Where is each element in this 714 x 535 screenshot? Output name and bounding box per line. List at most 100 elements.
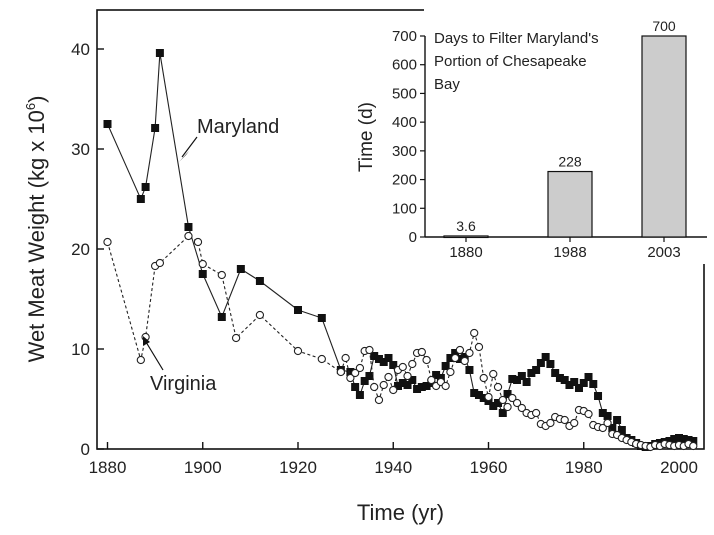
inset-y-tick-label: 100 — [392, 200, 417, 217]
data-point — [570, 418, 579, 428]
data-point — [370, 352, 379, 360]
data-point — [293, 346, 303, 356]
data-point — [579, 379, 588, 387]
data-point — [670, 435, 679, 443]
data-point — [522, 378, 531, 386]
data-point — [498, 395, 507, 405]
data-point — [603, 412, 612, 420]
data-point — [141, 183, 150, 191]
data-point — [355, 363, 365, 373]
data-point — [408, 359, 417, 369]
data-point — [193, 237, 203, 247]
data-point — [489, 369, 498, 379]
inset-bar — [641, 35, 687, 238]
data-point — [427, 375, 436, 385]
annotation-virginia: Virginia — [150, 373, 217, 395]
data-point — [417, 383, 426, 391]
inset-y-tick-label: 400 — [392, 114, 417, 131]
x-tick-label: 2000 — [660, 458, 698, 477]
data-point — [379, 358, 388, 366]
inset-bar — [547, 170, 593, 238]
data-point — [546, 418, 555, 428]
data-point — [603, 418, 612, 428]
x-tick-label: 1980 — [565, 458, 603, 477]
y-axis-title-main: Wet Meat Weight (kg x 10 — [24, 110, 49, 362]
annotation-arrow-virginia — [145, 341, 164, 371]
inset-y-tick-label: 700 — [392, 28, 417, 45]
data-point — [494, 399, 503, 407]
data-point — [398, 362, 407, 372]
data-point — [479, 373, 488, 383]
data-point — [451, 353, 460, 363]
data-point — [403, 371, 412, 381]
data-point — [374, 355, 383, 363]
data-point — [151, 124, 160, 132]
x-tick-label: 1880 — [89, 458, 127, 477]
data-point — [512, 398, 522, 408]
data-point — [474, 391, 483, 399]
data-point — [465, 366, 474, 374]
data-point — [351, 383, 360, 391]
data-point — [403, 381, 412, 389]
inset-y-tick-label: 200 — [392, 172, 417, 189]
data-point — [560, 376, 569, 384]
data-point — [574, 384, 583, 392]
data-point — [484, 392, 493, 402]
data-point — [565, 381, 574, 389]
data-point — [317, 314, 326, 322]
data-point — [446, 367, 455, 377]
data-point — [570, 378, 579, 386]
inset-title-line: Portion of Chesapeake — [434, 53, 587, 70]
y-tick-label: 0 — [81, 440, 90, 459]
data-point — [532, 366, 541, 374]
data-point — [355, 391, 364, 399]
annotation-arrowhead-virginia — [143, 336, 150, 346]
data-point — [184, 223, 193, 231]
data-point — [384, 354, 393, 362]
data-point — [255, 310, 265, 320]
inset-category-label: 2003 — [647, 244, 680, 261]
data-point — [217, 270, 226, 280]
y-tick-label: 20 — [71, 240, 90, 259]
y-tick-label: 40 — [71, 40, 90, 59]
data-point — [217, 313, 226, 321]
y-axis-title-close: ) — [24, 96, 49, 103]
data-point — [441, 381, 450, 391]
data-point — [155, 49, 164, 57]
data-point — [417, 347, 426, 357]
x-tick-label: 1900 — [184, 458, 222, 477]
annotation-arrowhead-maryland — [179, 151, 189, 162]
data-point — [689, 441, 698, 451]
inset-y-tick-label: 600 — [392, 57, 417, 74]
data-point — [422, 382, 431, 390]
data-point — [508, 375, 517, 383]
x-tick-label: 1960 — [470, 458, 508, 477]
data-point — [513, 376, 522, 384]
data-point — [451, 349, 460, 357]
data-point — [198, 270, 207, 278]
data-point — [408, 376, 417, 384]
data-point — [474, 342, 484, 352]
data-point — [394, 382, 403, 390]
data-point — [470, 328, 479, 338]
data-point — [398, 379, 407, 387]
data-point — [365, 372, 374, 380]
data-point — [555, 374, 564, 382]
data-point — [675, 434, 683, 442]
inset-y-tick-label: 0 — [409, 229, 417, 246]
data-point — [598, 423, 607, 433]
annotation-arrow-maryland — [181, 136, 198, 158]
data-point — [370, 382, 379, 392]
data-point — [613, 416, 622, 424]
data-point — [594, 392, 603, 400]
data-point — [503, 390, 512, 398]
data-point — [389, 361, 398, 369]
data-point — [136, 195, 145, 203]
data-point — [389, 385, 398, 395]
data-point — [531, 408, 541, 418]
data-point — [541, 353, 550, 361]
data-point — [589, 380, 598, 388]
data-point — [350, 368, 360, 378]
annotation-maryland: Maryland — [197, 116, 279, 138]
data-point — [422, 355, 431, 365]
